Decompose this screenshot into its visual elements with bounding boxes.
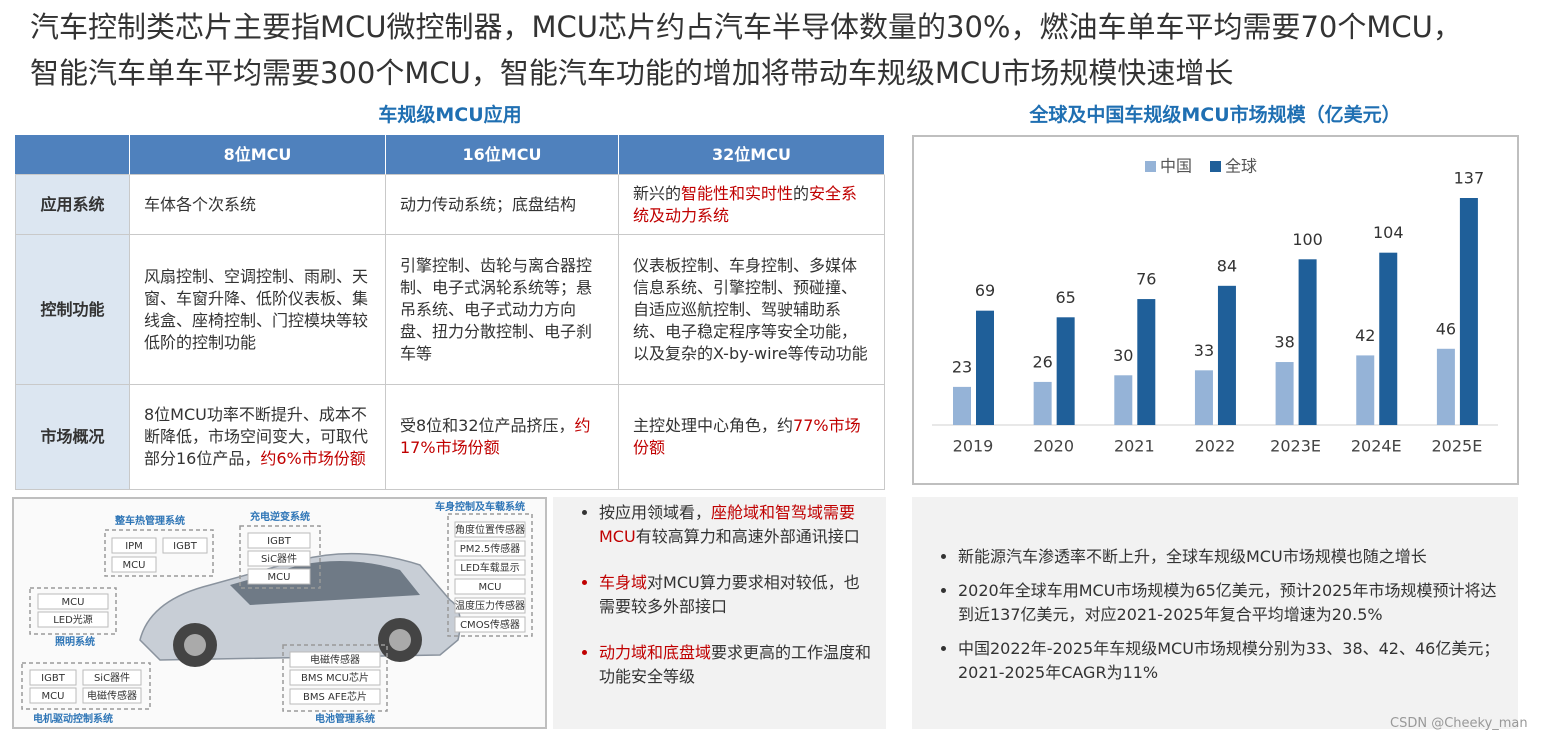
text-run: 有较高算力和高速外部通讯接口 (635, 527, 860, 546)
text-run: 8位MCU功率不断提升、成本不断降低，市场空间变大，可取代部分16位产品， (144, 405, 369, 468)
text-run: 约17%市场份额 (400, 416, 591, 457)
text-run: 仪表板控制、车身控制、多媒体信息系统、引擎控制、预碰撞、自适应巡航控制、驾驶辅助… (633, 255, 868, 363)
bullet: 车身域对MCU算力要求相对较低，也需要较多外部接口 (599, 571, 872, 619)
bullet: 中国2022年-2025年车规级MCU市场规模分别为33、38、42、46亿美元… (958, 637, 1504, 685)
text-run: 安全系统及动力系统 (633, 183, 858, 225)
headline: 汽车控制类芯片主要指MCU微控制器，MCU芯片约占汽车半导体数量的30%，燃油车… (30, 10, 1462, 44)
table-cell: 车体各个次系统 (130, 175, 386, 235)
text-run: 77%市场份额 (633, 416, 861, 457)
table-cell: 引擎控制、齿轮与离合器控制、电子式涡轮系统等；悬吊系统、电子式动力方向盘、扭力分… (386, 235, 619, 385)
domain-notes: 按应用领域看，座舱域和智驾域需要MCU有较高算力和高速外部通讯接口车身域对MCU… (553, 497, 886, 729)
chart-title: 全球及中国车规级MCU市场规模（亿美元） (1029, 104, 1401, 126)
row-label: 控制功能 (15, 235, 130, 385)
text-run: 车体各个次系统 (144, 194, 257, 214)
text-run: 受8位和32位产品挤压， (400, 416, 575, 435)
table-cell: 仪表板控制、车身控制、多媒体信息系统、引擎控制、预碰撞、自适应巡航控制、驾驶辅助… (619, 235, 885, 385)
cell-text: 新兴的智能性和实时性的安全系统及动力系统 (633, 183, 870, 227)
cell-text: 车体各个次系统 (144, 194, 256, 216)
watermark: CSDN @Cheeky_man (1390, 716, 1528, 731)
text-run: 座舱域和智驾域需要MCU (599, 503, 856, 546)
text-run: 智能性和实时性 (681, 183, 794, 203)
column-header: 8位MCU (130, 135, 386, 175)
cell-text: 动力传动系统；底盘结构 (400, 194, 576, 216)
table-cell: 风扇控制、空调控制、雨刷、天窗、车窗升降、低阶仪表板、集线盒、座椅控制、门控模块… (130, 235, 386, 385)
bullet: 按应用领域看，座舱域和智驾域需要MCU有较高算力和高速外部通讯接口 (599, 501, 872, 549)
table-cell: 8位MCU功率不断提升、成本不断降低，市场空间变大，可取代部分16位产品，约6%… (130, 385, 386, 490)
cell-text: 8位MCU功率不断提升、成本不断降低，市场空间变大，可取代部分16位产品，约6%… (144, 404, 371, 470)
table-cell: 动力传动系统；底盘结构 (386, 175, 619, 235)
text-run: 引擎控制、齿轮与离合器控制、电子式涡轮系统等；悬吊系统、电子式动力方向盘、扭力分… (400, 255, 593, 363)
text-run: 要求更高的工作温度和功能安全等级 (599, 643, 872, 686)
text-run: 对MCU算力要求相对较低，也需要较多外部接口 (599, 573, 860, 616)
table-cell: 受8位和32位产品挤压，约17%市场份额 (386, 385, 619, 490)
table-title: 车规级MCU应用 (378, 104, 522, 126)
headline: 智能汽车单车平均需要300个MCU，智能汽车功能的增加将带动车规级MCU市场规模… (30, 56, 1234, 90)
text-run: 主控处理中心角色，约 (633, 416, 794, 435)
row-label: 应用系统 (15, 175, 130, 235)
text-run: 车身域 (599, 573, 648, 592)
text-run: 风扇控制、空调控制、雨刷、天窗、车窗升降、低阶仪表板、集线盒、座椅控制、门控模块… (144, 266, 369, 352)
header-cell (15, 135, 130, 175)
cell-text: 风扇控制、空调控制、雨刷、天窗、车窗升降、低阶仪表板、集线盒、座椅控制、门控模块… (144, 266, 371, 354)
column-header: 32位MCU (619, 135, 885, 175)
bullet: 2020年全球车用MCU市场规模为65亿美元，预计2025年市场规模预计将达到近… (958, 579, 1504, 627)
cell-text: 受8位和32位产品挤压，约17%市场份额 (400, 415, 604, 459)
column-header: 16位MCU (386, 135, 619, 175)
table-cell: 主控处理中心角色，约77%市场份额 (619, 385, 885, 490)
table-cell: 新兴的智能性和实时性的安全系统及动力系统 (619, 175, 885, 235)
bullet: 新能源汽车渗透率不断上升，全球车规级MCU市场规模也随之增长 (958, 545, 1504, 569)
diagram-frame (12, 497, 547, 729)
text-run: 新兴的 (633, 183, 682, 203)
cell-text: 引擎控制、齿轮与离合器控制、电子式涡轮系统等；悬吊系统、电子式动力方向盘、扭力分… (400, 255, 604, 365)
cell-text: 仪表板控制、车身控制、多媒体信息系统、引擎控制、预碰撞、自适应巡航控制、驾驶辅助… (633, 255, 870, 365)
bullet: 动力域和底盘域要求更高的工作温度和功能安全等级 (599, 641, 872, 689)
text-run: 约6%市场份额 (260, 449, 366, 468)
cell-text: 主控处理中心角色，约77%市场份额 (633, 415, 870, 459)
text-run: 按应用领域看， (599, 503, 712, 522)
chart-frame (912, 135, 1519, 485)
text-run: 动力域和底盘域 (599, 643, 712, 662)
market-notes: 新能源汽车渗透率不断上升，全球车规级MCU市场规模也随之增长 2020年全球车用M… (912, 497, 1518, 729)
text-run: 动力传动系统；底盘结构 (400, 194, 577, 214)
row-label: 市场概况 (15, 385, 130, 490)
text-run: 的 (793, 183, 810, 203)
